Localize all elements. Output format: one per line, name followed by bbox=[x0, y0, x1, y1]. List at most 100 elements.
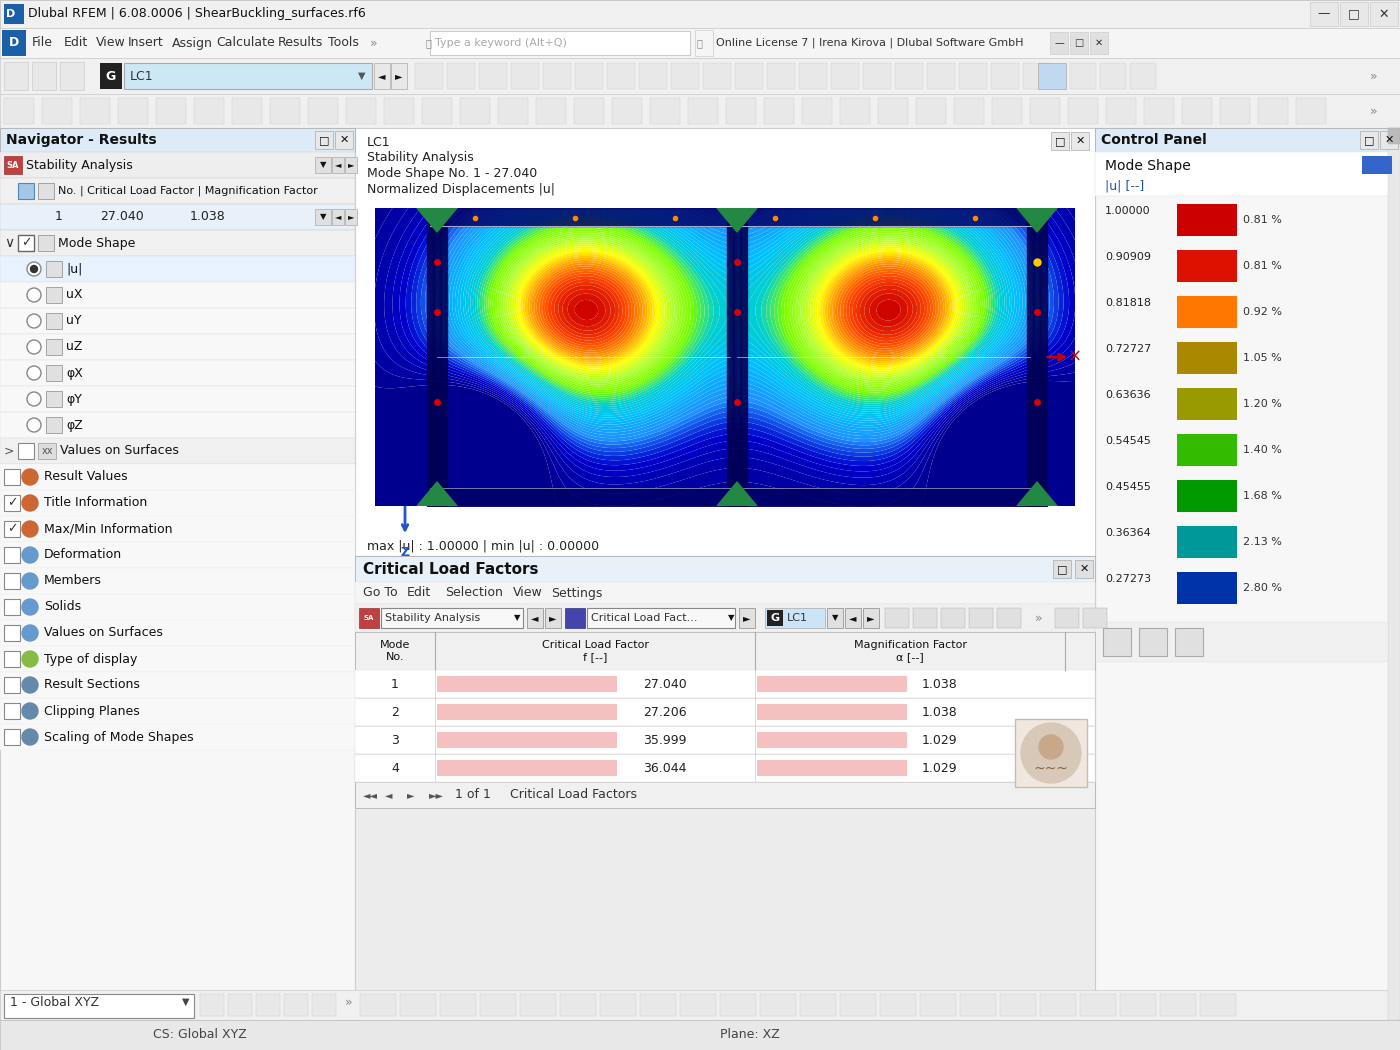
Bar bbox=[0, 128, 356, 1020]
Text: Solids: Solids bbox=[43, 601, 81, 613]
Text: ∨: ∨ bbox=[4, 236, 14, 250]
Bar bbox=[0, 490, 356, 516]
Bar bbox=[1079, 994, 1116, 1016]
Bar bbox=[1030, 98, 1060, 124]
Text: φY: φY bbox=[66, 393, 81, 405]
Bar bbox=[60, 994, 84, 1016]
Bar bbox=[437, 676, 617, 692]
Bar bbox=[0, 724, 356, 750]
Bar bbox=[1310, 2, 1338, 26]
Text: Plane: XZ: Plane: XZ bbox=[720, 1029, 780, 1042]
Bar bbox=[757, 676, 907, 692]
Bar bbox=[960, 994, 995, 1016]
Text: ◄: ◄ bbox=[335, 161, 342, 169]
Bar bbox=[400, 994, 435, 1016]
Polygon shape bbox=[717, 208, 757, 232]
Text: ✕: ✕ bbox=[1379, 7, 1389, 21]
Polygon shape bbox=[717, 482, 757, 506]
Bar bbox=[356, 556, 1095, 582]
Bar bbox=[270, 98, 300, 124]
Bar bbox=[526, 608, 543, 628]
Polygon shape bbox=[1016, 208, 1057, 232]
Bar bbox=[0, 386, 356, 412]
Bar bbox=[687, 98, 718, 124]
Bar bbox=[195, 98, 224, 124]
Text: ▼: ▼ bbox=[728, 613, 734, 623]
Text: View: View bbox=[97, 37, 126, 49]
Bar bbox=[1177, 342, 1238, 374]
Bar bbox=[18, 235, 34, 251]
Bar bbox=[480, 994, 517, 1016]
Text: CS: Global XYZ: CS: Global XYZ bbox=[153, 1029, 246, 1042]
Text: □: □ bbox=[1348, 7, 1359, 21]
Bar bbox=[4, 469, 20, 485]
Text: φX: φX bbox=[66, 366, 83, 379]
Bar bbox=[1140, 628, 1168, 656]
Text: ✕: ✕ bbox=[1079, 564, 1089, 574]
Bar bbox=[0, 230, 356, 256]
Bar bbox=[1068, 98, 1098, 124]
Bar bbox=[1387, 128, 1400, 144]
Bar bbox=[356, 698, 1095, 726]
Bar bbox=[1100, 63, 1126, 89]
Text: >: > bbox=[4, 444, 14, 458]
Bar bbox=[1177, 296, 1238, 328]
Polygon shape bbox=[1016, 482, 1057, 506]
Bar bbox=[1177, 434, 1238, 466]
Bar bbox=[4, 62, 28, 90]
Text: G: G bbox=[770, 613, 780, 623]
Text: SA: SA bbox=[364, 615, 374, 621]
Bar bbox=[720, 994, 756, 1016]
Bar bbox=[846, 608, 861, 628]
Bar bbox=[32, 62, 56, 90]
Bar bbox=[0, 1020, 1400, 1050]
Text: |u| [--]: |u| [--] bbox=[1105, 180, 1144, 192]
Bar bbox=[927, 63, 955, 89]
Bar bbox=[827, 608, 843, 628]
Bar bbox=[1130, 63, 1156, 89]
Bar bbox=[358, 608, 379, 628]
Text: ►: ► bbox=[395, 71, 403, 81]
Bar bbox=[575, 63, 603, 89]
Bar bbox=[1177, 526, 1238, 558]
Text: 1.029: 1.029 bbox=[921, 761, 958, 775]
Text: 35.999: 35.999 bbox=[644, 734, 687, 747]
Bar bbox=[46, 313, 62, 329]
Circle shape bbox=[22, 573, 38, 589]
Bar bbox=[1037, 63, 1065, 89]
Text: ×: × bbox=[1068, 348, 1082, 366]
Text: ▼: ▼ bbox=[514, 613, 521, 623]
Bar bbox=[0, 620, 356, 646]
Bar bbox=[4, 495, 20, 511]
Bar bbox=[284, 994, 308, 1016]
Text: File: File bbox=[32, 37, 53, 49]
Text: Values on Surfaces: Values on Surfaces bbox=[60, 444, 179, 458]
Bar bbox=[1200, 994, 1236, 1016]
Bar bbox=[0, 128, 356, 152]
Text: ►: ► bbox=[407, 790, 414, 800]
Bar bbox=[315, 158, 330, 173]
Text: Critical Load Factors: Critical Load Factors bbox=[510, 789, 637, 801]
Text: 0.90909: 0.90909 bbox=[1105, 252, 1151, 262]
Text: □: □ bbox=[1074, 38, 1084, 48]
Text: Magnification Factor
α [--]: Magnification Factor α [--] bbox=[854, 640, 966, 662]
Text: 0.27273: 0.27273 bbox=[1105, 574, 1151, 584]
Text: 1.038: 1.038 bbox=[190, 210, 225, 224]
Bar bbox=[1380, 131, 1399, 149]
Bar bbox=[1161, 994, 1196, 1016]
Text: ►: ► bbox=[347, 161, 354, 169]
Bar bbox=[1095, 128, 1400, 1020]
Bar bbox=[511, 63, 539, 89]
Bar bbox=[1362, 156, 1392, 174]
Bar bbox=[991, 63, 1019, 89]
Bar bbox=[46, 339, 62, 355]
Bar bbox=[671, 63, 699, 89]
Text: |u|: |u| bbox=[66, 262, 83, 275]
Text: D: D bbox=[8, 37, 20, 49]
Bar bbox=[38, 235, 55, 251]
Text: LC1: LC1 bbox=[130, 69, 154, 83]
Bar bbox=[46, 287, 62, 303]
Text: xx: xx bbox=[41, 446, 53, 456]
Text: ✓: ✓ bbox=[7, 497, 17, 509]
Bar bbox=[862, 608, 879, 628]
